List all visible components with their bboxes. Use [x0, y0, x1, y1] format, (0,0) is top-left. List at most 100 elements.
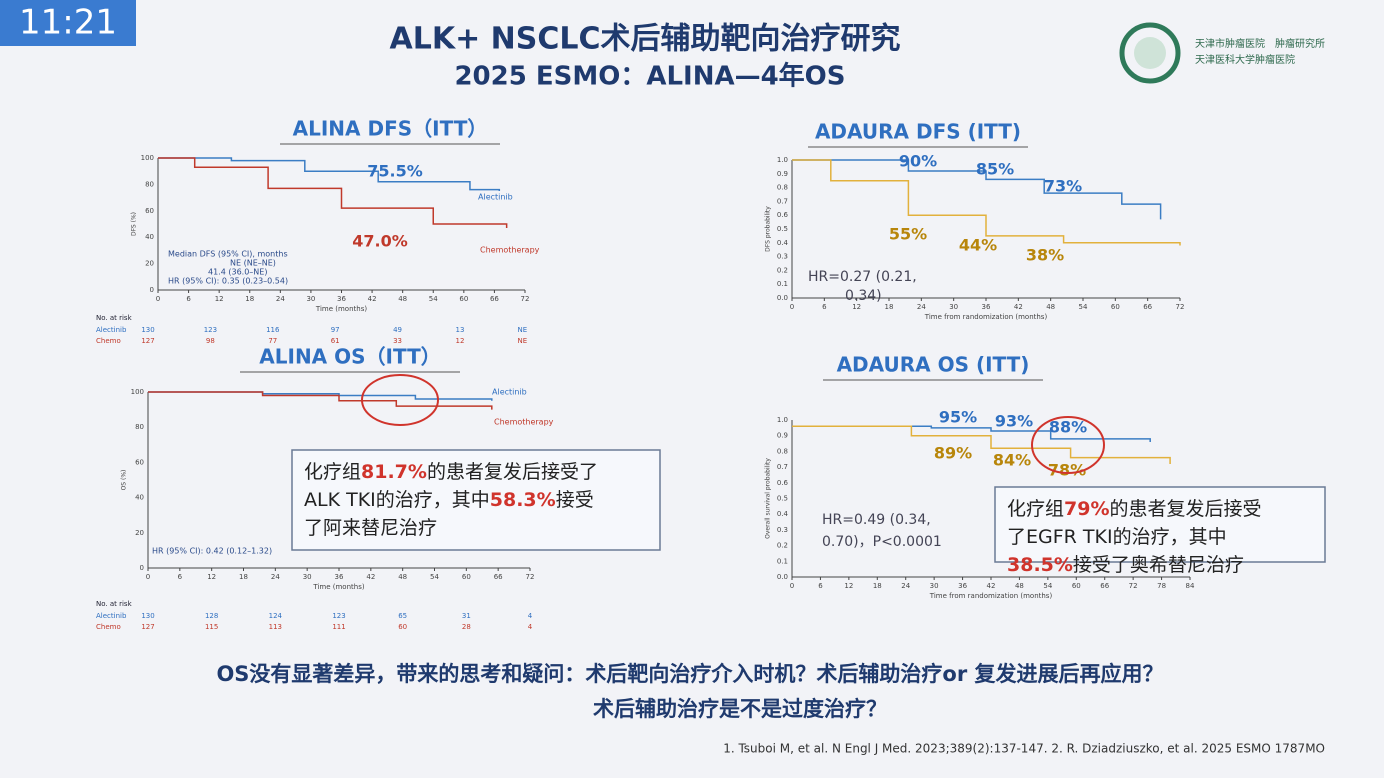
subtitle: 2025 ESMO：ALINA—4年OS	[454, 61, 845, 92]
y-tick-label: 0	[150, 286, 154, 294]
km-curve	[792, 159, 1162, 220]
x-tick-label: 54	[1079, 303, 1088, 311]
callout-segment: 58.3%	[490, 489, 556, 511]
y-tick-label: 80	[145, 180, 154, 188]
km-curve	[792, 159, 1181, 246]
x-tick-label: 84	[1186, 582, 1195, 590]
y-tick-label: 0.3	[777, 526, 788, 534]
y-tick-label: 100	[141, 154, 154, 162]
x-tick-label: 18	[873, 582, 882, 590]
percent-label: 95%	[939, 408, 977, 427]
percent-label: 38%	[1026, 246, 1064, 265]
x-tick-label: 60	[1111, 303, 1120, 311]
x-tick-label: 12	[215, 295, 224, 303]
callout-line: 化疗组81.7%的患者复发后接受了	[304, 461, 598, 483]
callout-segment: ALK TKI的治疗，其中	[304, 489, 490, 511]
x-tick-label: 78	[1157, 582, 1166, 590]
panel-title: ALINA OS（ITT）	[259, 345, 440, 369]
km-curve	[158, 157, 508, 228]
legend-label: Alectinib	[492, 388, 527, 397]
callout-segment: 接受	[556, 489, 594, 511]
risk-cell: 130	[141, 612, 154, 620]
x-tick-label: 66	[1100, 582, 1109, 590]
y-axis-label: OS (%)	[121, 470, 128, 491]
x-tick-label: 42	[987, 582, 996, 590]
km-curve	[792, 425, 1171, 464]
x-tick-label: 54	[430, 573, 439, 581]
x-tick-label: 72	[1129, 582, 1138, 590]
x-tick-label: 24	[901, 582, 910, 590]
percent-label: 93%	[995, 412, 1033, 431]
x-tick-label: 66	[494, 573, 503, 581]
y-tick-label: 1.0	[777, 156, 788, 164]
legend-label: Alectinib	[478, 193, 513, 202]
y-tick-label: 40	[145, 233, 154, 241]
risk-title: No. at risk	[96, 600, 133, 608]
x-tick-label: 48	[398, 573, 407, 581]
y-tick-label: 0.1	[777, 557, 788, 565]
note: HR (95% CI): 0.42 (0.12–1.32)	[152, 547, 272, 556]
risk-cell: Chemo	[96, 623, 121, 631]
x-tick-label: 54	[429, 295, 438, 303]
x-tick-label: 6	[186, 295, 191, 303]
highlight-circle	[1031, 416, 1105, 474]
percent-label: 78%	[1048, 461, 1086, 480]
percent-label: 55%	[889, 225, 927, 244]
y-tick-label: 0.8	[777, 184, 788, 192]
risk-cell: 12	[455, 337, 464, 345]
y-tick-label: 0.1	[777, 280, 788, 288]
x-tick-label: 72	[521, 295, 530, 303]
callout-box	[291, 449, 661, 551]
callout-line: ALK TKI的治疗，其中58.3%接受	[304, 489, 594, 511]
note: 41.4 (36.0–NE)	[208, 268, 267, 277]
panel-title: ADAURA OS (ITT)	[837, 353, 1030, 377]
risk-cell: 65	[398, 612, 407, 620]
x-tick-label: 0	[146, 573, 150, 581]
y-tick-label: 0.7	[777, 463, 788, 471]
percent-label: 75.5%	[367, 162, 423, 181]
risk-cell: Alectinib	[96, 612, 127, 620]
note: HR=0.27 (0.21,	[808, 269, 917, 285]
note: 0.34)	[845, 288, 882, 304]
percent-label: 88%	[1049, 418, 1087, 437]
risk-cell: 97	[331, 326, 340, 334]
risk-cell: 127	[141, 337, 154, 345]
y-tick-label: 0.4	[777, 510, 789, 518]
risk-title: No. at risk	[96, 314, 133, 322]
risk-cell: 123	[204, 326, 217, 334]
risk-cell: 61	[331, 337, 340, 345]
logo-inner	[1134, 37, 1166, 69]
x-tick-label: 24	[917, 303, 926, 311]
km-curve	[158, 157, 501, 191]
risk-cell: 49	[393, 326, 402, 334]
x-tick-label: 66	[490, 295, 499, 303]
callout-segment: 接受了奥希替尼治疗	[1073, 554, 1244, 576]
x-tick-label: 60	[462, 573, 471, 581]
risk-cell: 123	[332, 612, 345, 620]
x-tick-label: 30	[303, 573, 312, 581]
percent-label: 89%	[934, 444, 972, 463]
x-tick-label: 12	[207, 573, 216, 581]
x-tick-label: 36	[982, 303, 991, 311]
x-tick-label: 36	[337, 295, 346, 303]
y-tick-label: 0.0	[777, 573, 788, 581]
y-tick-label: 0.4	[777, 239, 789, 247]
callout-segment: 化疗组	[1007, 498, 1064, 520]
x-tick-label: 30	[930, 582, 939, 590]
x-tick-label: 42	[1014, 303, 1023, 311]
callout-line: 38.5%接受了奥希替尼治疗	[1007, 554, 1244, 576]
x-tick-label: 6	[178, 573, 183, 581]
panel-title: ADAURA DFS (ITT)	[815, 120, 1021, 144]
title: ALK+ NSCLC术后辅助靶向治疗研究	[389, 22, 900, 57]
y-tick-label: 0.5	[777, 225, 788, 233]
x-tick-label: 6	[818, 582, 823, 590]
y-tick-label: 0	[140, 564, 144, 572]
callout-segment: 了阿来替尼治疗	[304, 517, 437, 539]
percent-label: 85%	[976, 160, 1014, 179]
x-axis-label: Time from randomization (months)	[924, 313, 1048, 321]
risk-cell: 4	[528, 612, 533, 620]
percent-label: 84%	[993, 451, 1031, 470]
question: OS没有显著差异，带来的思考和疑问：术后靶向治疗介入时机？术后辅助治疗or 复发…	[216, 662, 1163, 686]
x-tick-label: 36	[335, 573, 344, 581]
x-tick-label: 36	[958, 582, 967, 590]
